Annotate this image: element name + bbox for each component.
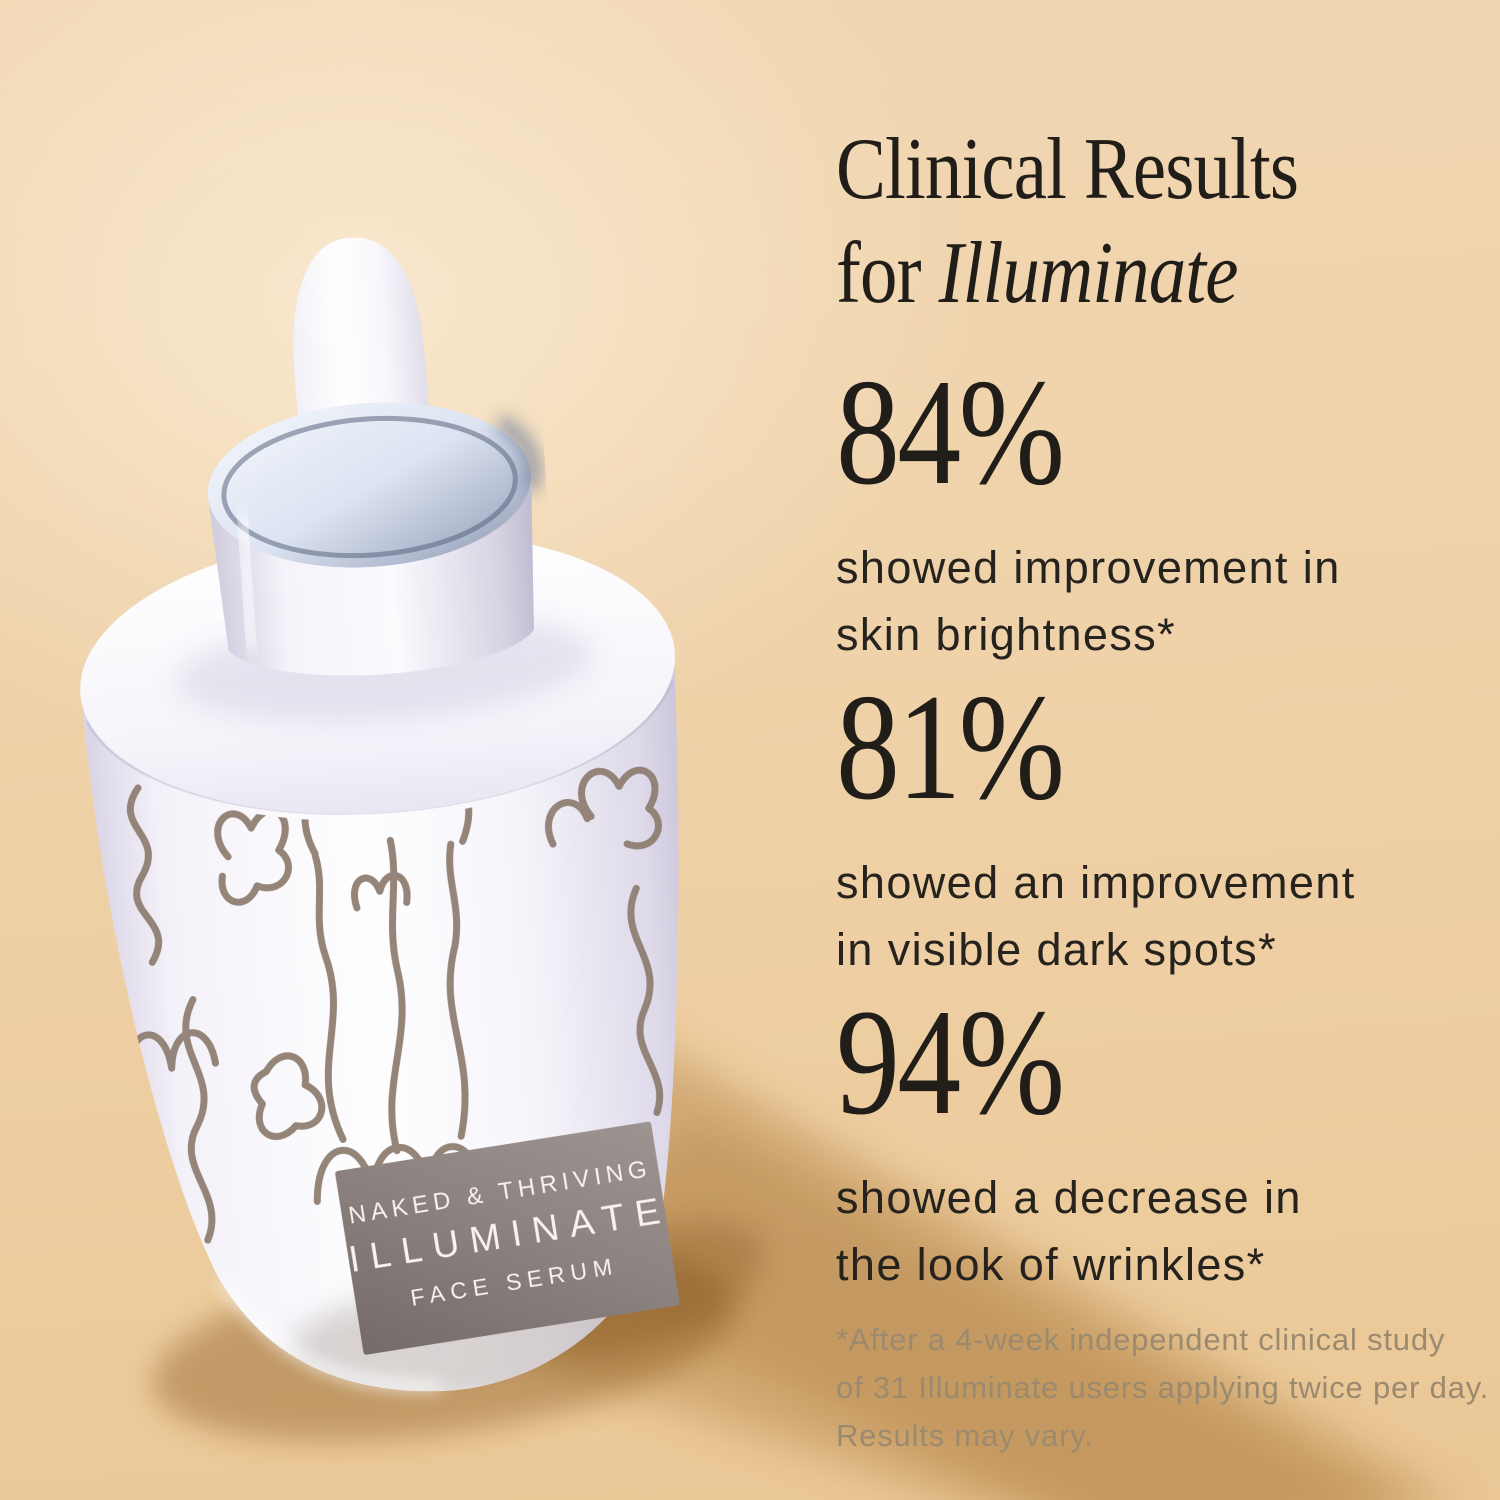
stat-desc-84: showed improvement in skin brightness* [836,534,1341,668]
stat-block-dark-spots: 81% showed an improvement in visible dar… [836,671,1356,983]
stat-desc-81: showed an improvement in visible dark sp… [836,849,1356,983]
heading-line-2: for Illuminate [836,222,1298,326]
stat-desc-94-line1: showed a decrease in [836,1172,1302,1223]
stat-desc-81-line1: showed an improvement [836,857,1356,908]
clinical-heading: Clinical Results for Illuminate [836,118,1380,326]
footnote-line-1: *After a 4-week independent clinical stu… [836,1322,1446,1357]
stat-block-wrinkles: 94% showed a decrease in the look of wri… [836,986,1302,1298]
serum-bottle: NAKED & THRIVING ILLUMINATE FACE SERUM [80,237,725,1403]
study-footnote: *After a 4-week independent clinical stu… [836,1316,1489,1460]
stat-block-brightness: 84% showed improvement in skin brightnes… [836,356,1341,668]
stat-desc-94-line2: the look of wrinkles* [836,1239,1266,1290]
stat-desc-84-line1: showed improvement in [836,542,1341,593]
heading-product-word: Illuminate [938,225,1239,322]
stat-value-94: 94% [836,978,1065,1146]
bottle-rim-light [218,1275,441,1392]
heading-line-1: Clinical Results [836,121,1299,218]
footnote-line-2: of 31 Illuminate users applying twice pe… [836,1370,1490,1405]
heading-line-2-prefix: for [836,225,922,322]
stat-value-84: 84% [836,348,1065,516]
stat-desc-94: showed a decrease in the look of wrinkle… [836,1164,1302,1298]
chrome-collar [207,402,541,676]
stat-value-81: 81% [836,663,1065,831]
footnote-line-3: Results may vary. [836,1418,1094,1453]
stat-desc-84-line2: skin brightness* [836,609,1177,660]
product-label-plate: NAKED & THRIVING ILLUMINATE FACE SERUM [335,1121,680,1355]
stat-desc-81-line2: in visible dark spots* [836,924,1277,975]
